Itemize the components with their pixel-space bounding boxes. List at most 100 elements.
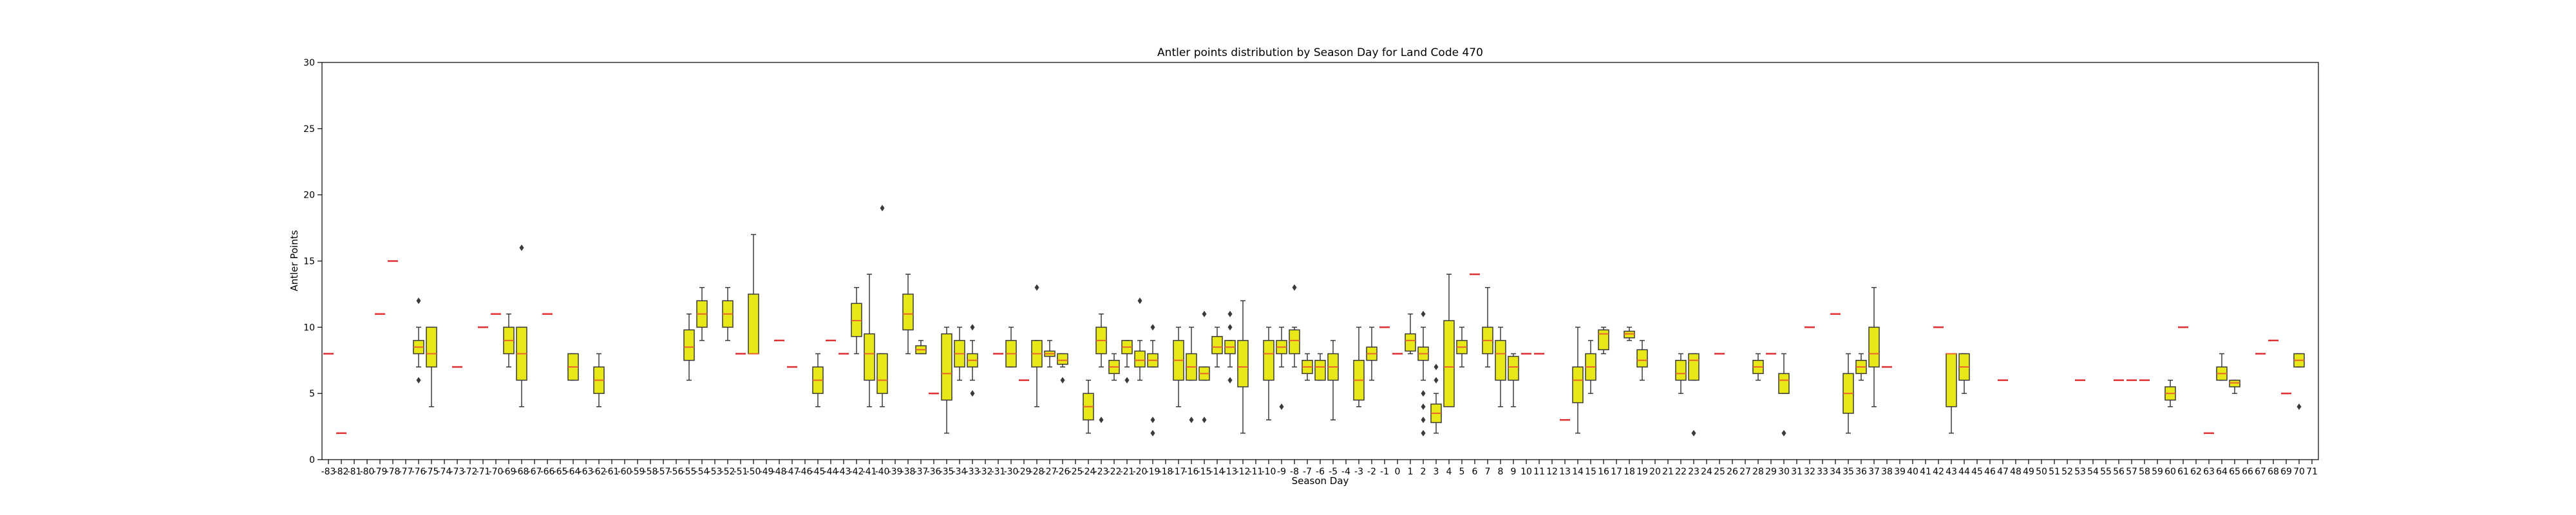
x-tick-label: -20 [1133,467,1148,477]
iqr-box [1508,355,1519,381]
box-group-day--35 [941,326,952,434]
chart-title: Antler points distribution by Season Day… [1157,46,1483,59]
box-group-day--10 [1263,326,1274,421]
x-tick-label: 45 [1971,467,1983,477]
box-group-day-16 [1598,326,1609,355]
iqr-box [1675,360,1687,381]
x-tick-label: -7 [1303,467,1312,477]
x-tick-label: -24 [1081,467,1096,477]
iqr-box [851,303,862,337]
x-tick-label: -69 [502,467,516,477]
outlier-point [1202,310,1207,317]
box-group-day-22 [1675,353,1687,394]
x-tick-label: -62 [592,467,607,477]
box-group-day--40 [876,205,888,407]
box-group-day-60 [2164,379,2176,407]
x-tick-label: 62 [2190,467,2202,477]
x-tick-label: 21 [1662,467,1674,477]
outlier-point [1421,429,1426,436]
x-tick-label: -37 [914,467,929,477]
x-tick-label: -35 [940,467,954,477]
box-group-day--20 [1134,297,1146,381]
box-group-day--22 [1108,353,1120,381]
x-tick-label: 50 [2036,467,2047,477]
box-group-day--37 [915,340,927,355]
iqr-box [1778,373,1790,394]
x-tick-label: 57 [2126,467,2137,477]
iqr-box [1289,329,1300,355]
x-tick-label: 71 [2306,467,2318,477]
box-group-day--27 [1044,340,1056,368]
outlier-point [1060,377,1065,384]
y-tick-label: 0 [309,455,315,465]
y-tick-label: 5 [309,389,315,399]
x-axis-label: Season Day [1292,475,1349,487]
box-group-day-36 [1855,353,1867,381]
plot-area-frame [321,62,2319,460]
box-group-day--30 [1005,326,1017,368]
x-tick-label: -22 [1107,467,1122,477]
box-group-day--26 [1057,353,1068,384]
outlier-point [1279,403,1284,410]
x-tick-label: -36 [927,467,942,477]
x-tick-label: 48 [2010,467,2022,477]
box-group-day-14 [1572,326,1584,434]
box-group-day--24 [1083,379,1094,434]
x-tick-label: -43 [837,467,851,477]
iqr-box [748,294,759,355]
box-group-day-5 [1456,326,1468,368]
iqr-box [1572,366,1584,404]
box-group-day--52 [722,286,734,341]
outlier-point [970,390,975,397]
x-tick-label: -70 [489,467,504,477]
x-tick-label: 25 [1714,467,1725,477]
x-tick-label: -3 [1354,467,1363,477]
x-tick-label: -45 [811,467,826,477]
x-tick-label: 32 [1804,467,1815,477]
x-tick-label: -67 [527,467,542,477]
outlier-point [1124,377,1130,384]
outlier-point [1434,364,1439,371]
x-tick-label: 29 [1765,467,1777,477]
x-tick-label: 12 [1546,467,1558,477]
box-group-day-3 [1430,364,1442,434]
x-tick-label: -52 [721,467,735,477]
x-tick-label: 28 [1752,467,1764,477]
box-group-day--54 [696,286,708,341]
box-group-day-70 [2293,353,2305,410]
x-tick-label: 37 [1868,467,1880,477]
x-tick-label: 61 [2177,467,2189,477]
x-tick-label: -21 [1120,467,1135,477]
outlier-point [1202,417,1207,424]
x-tick-label: -49 [759,467,774,477]
outlier-point [1292,284,1297,291]
x-tick-label: -51 [734,467,748,477]
x-tick-label: -44 [824,467,838,477]
x-tick-label: -12 [1236,467,1251,477]
box-group-day-30 [1778,353,1790,436]
x-tick-label: -33 [965,467,980,477]
outlier-point [1137,297,1142,304]
x-tick-label: -77 [399,467,413,477]
x-tick-label: -9 [1277,467,1286,477]
x-tick-label: 15 [1585,467,1596,477]
x-tick-label: 9 [1511,467,1517,477]
x-tick-label: -30 [1004,467,1019,477]
x-tick-label: -34 [952,467,967,477]
box-group-day--17 [1173,326,1184,407]
box-group-day--16 [1186,326,1197,424]
outlier-point [1421,403,1426,410]
x-tick-label: -19 [1146,467,1160,477]
x-tick-label: -13 [1223,467,1238,477]
x-tick-label: -80 [360,467,375,477]
x-tick-label: 55 [2100,467,2112,477]
box-group-day--75 [426,326,437,407]
outlier-point [1150,417,1155,424]
outlier-point [1227,377,1233,384]
x-tick-label: 7 [1485,467,1491,477]
box-group-day--21 [1121,340,1133,384]
box-group-day-18 [1624,326,1635,341]
box-group-day--7 [1302,353,1313,381]
x-tick-label: 49 [2023,467,2034,477]
x-tick-label: -75 [424,467,439,477]
